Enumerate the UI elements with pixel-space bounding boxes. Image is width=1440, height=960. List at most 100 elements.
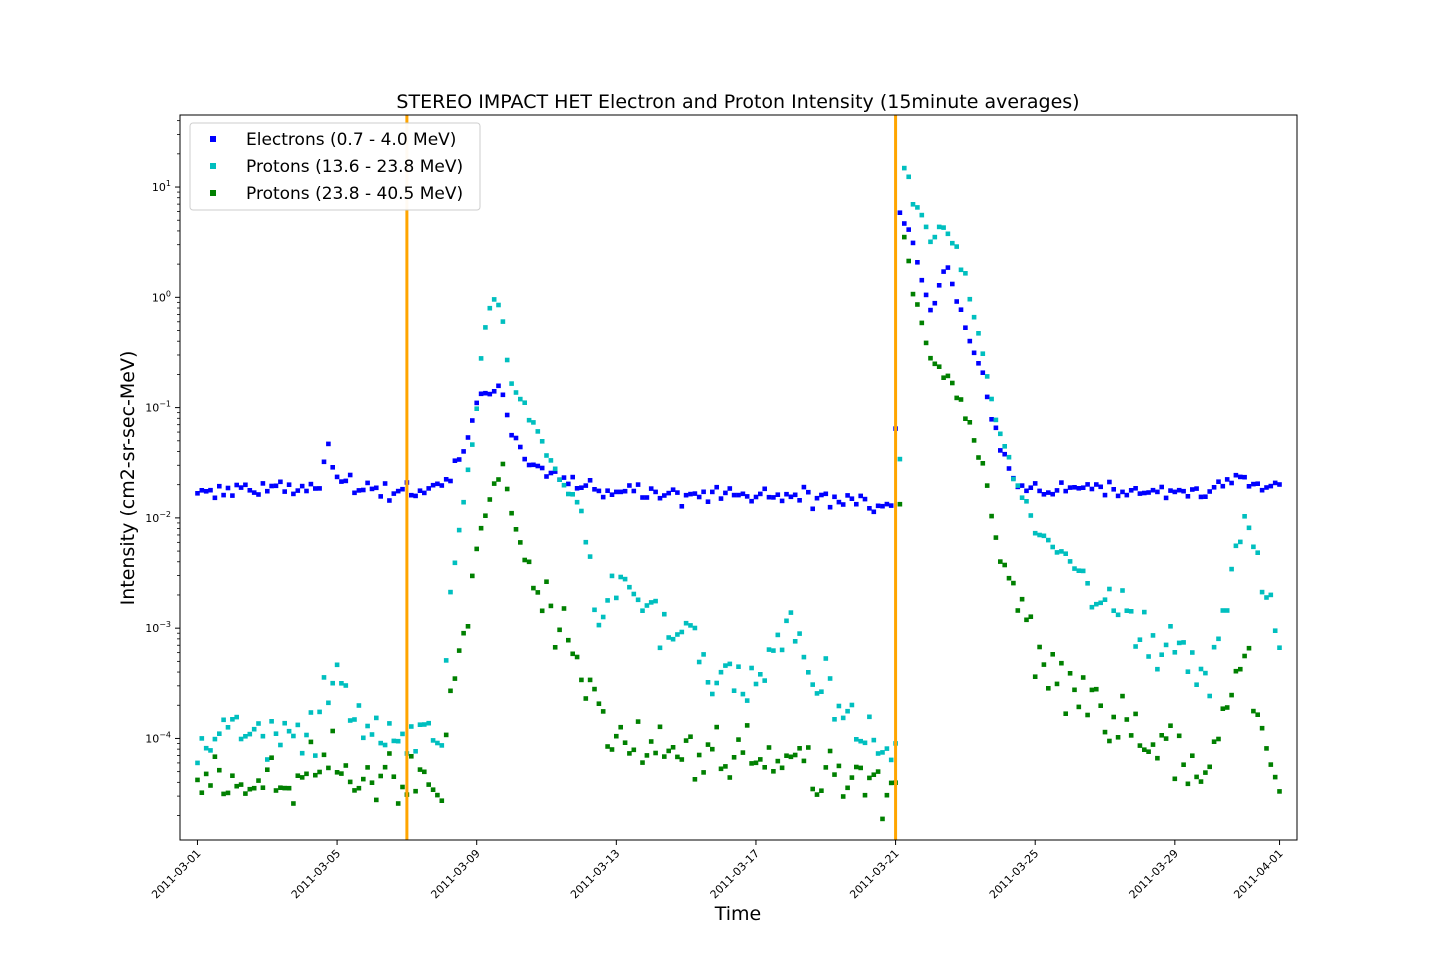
data-point [452,676,458,681]
data-point [984,483,990,488]
data-point [727,486,733,491]
data-point [1046,537,1051,543]
data-point [731,688,737,693]
data-point [1032,481,1038,486]
data-point [849,775,855,780]
data-point [723,490,728,496]
data-point [238,782,244,787]
data-point [1159,652,1164,657]
data-point [1194,486,1199,491]
data-point [954,395,959,401]
data-point [596,622,602,628]
data-point [1124,492,1130,498]
data-point [648,739,654,744]
data-point [749,761,754,766]
data-point [352,717,357,722]
y-tick-label: 10−3 [145,620,171,635]
data-point [1185,494,1191,499]
data-point [683,492,689,498]
data-point [561,606,567,611]
data-point [657,645,663,651]
data-point [417,767,423,772]
data-point [1168,723,1173,728]
data-point [1198,494,1204,500]
data-point [1028,485,1034,490]
data-point [862,496,868,502]
data-point [718,766,724,772]
data-point [273,731,279,736]
plot-area [179,114,1298,841]
data-point [1098,703,1103,708]
data-point [928,307,933,313]
data-point [243,482,248,488]
data-point [644,603,650,608]
data-point [1067,559,1073,564]
data-point [801,484,807,490]
data-point [208,783,213,788]
data-point [522,557,527,563]
data-point [627,483,632,488]
data-point [1268,762,1274,767]
data-point [409,492,414,498]
data-point [915,302,920,307]
data-point [1264,746,1269,751]
data-point [199,488,205,493]
data-point [448,478,453,484]
data-point [971,438,977,443]
data-point [749,498,754,504]
data-point [714,680,719,686]
data-point [456,527,462,533]
data-point [980,351,986,356]
data-point [600,494,606,500]
y-tick-label: 10−2 [145,510,171,525]
data-point [976,331,981,336]
data-point [657,724,663,730]
data-point [1259,487,1265,493]
data-point [884,501,890,507]
data-point [819,788,824,793]
data-point [875,751,881,756]
data-point [522,400,527,405]
data-point [526,462,532,468]
data-point [740,750,746,755]
data-point [1006,575,1012,581]
data-point [317,769,322,775]
data-point [605,488,610,493]
x-tick-label: 2011-03-05 [289,847,343,901]
data-point [792,639,798,644]
data-point [278,742,283,748]
data-point [915,205,920,210]
data-point [291,491,296,497]
data-point [1072,566,1077,571]
data-point [1259,725,1265,731]
data-point [714,724,719,730]
data-point [1185,781,1191,787]
data-point [923,292,929,298]
data-point [265,757,270,762]
data-point [1220,483,1226,489]
data-point [1229,480,1234,486]
data-point [1251,544,1256,550]
data-point [635,482,641,487]
data-point [775,492,781,497]
data-point [326,441,331,447]
data-point [1080,675,1086,680]
data-point [1015,483,1021,488]
data-point [334,474,340,480]
data-point [1146,749,1151,754]
data-point [910,202,916,207]
data-point [531,585,536,591]
data-point [1150,487,1156,493]
data-point [409,754,414,759]
data-point [648,486,654,491]
data-point [243,734,248,739]
data-point [299,775,305,780]
data-point [369,732,375,737]
data-point [1163,736,1169,741]
data-point [491,297,497,302]
data-point [758,491,763,497]
data-point [518,444,523,450]
data-point [1050,544,1055,550]
data-point [1133,486,1138,491]
data-point [635,597,641,603]
